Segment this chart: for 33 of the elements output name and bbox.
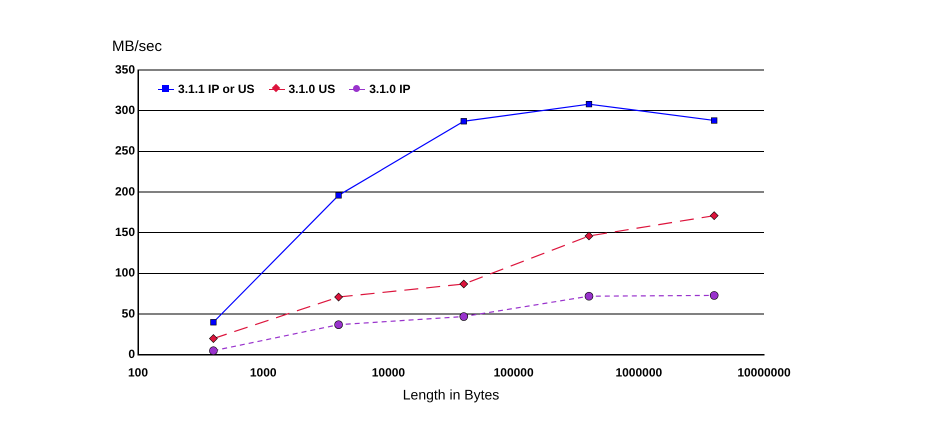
- y-tick-label: 100: [114, 266, 136, 280]
- point: [711, 117, 718, 124]
- legend-label: 3.1.1 IP or US: [178, 82, 254, 96]
- legend-label: 3.1.0 IP: [369, 82, 411, 96]
- point: [209, 346, 218, 355]
- x-tick-label: 10000000: [737, 365, 792, 380]
- point: [710, 291, 718, 300]
- y-tick-label: 150: [114, 225, 136, 240]
- x-tick-label: 1000: [250, 365, 277, 380]
- point: [584, 292, 594, 301]
- point: [209, 334, 218, 343]
- x-tick-label: 1000000: [615, 365, 662, 380]
- point: [335, 192, 342, 198]
- point: [586, 101, 592, 108]
- point: [459, 280, 468, 288]
- y-axis-title: MB/sec: [112, 38, 162, 55]
- point: [210, 319, 217, 326]
- point: [460, 118, 467, 124]
- y-tick-label: 200: [114, 184, 136, 198]
- x-axis-title: Length in Bytes: [402, 386, 500, 402]
- y-tick-label: 250: [114, 144, 136, 158]
- x-tick-label: 10000: [372, 365, 406, 380]
- point: [459, 312, 468, 321]
- point: [334, 320, 343, 329]
- point: [334, 292, 343, 302]
- x-tick-label: 100000: [494, 365, 534, 380]
- y-tick-label: 50: [122, 306, 136, 320]
- point: [584, 232, 594, 240]
- y-tick-label: 0: [128, 347, 136, 362]
- legend-label: 3.1.0 US: [288, 82, 336, 96]
- y-tick-label: 350: [114, 62, 136, 76]
- point: [710, 211, 718, 220]
- y-tick-label: 300: [114, 103, 136, 117]
